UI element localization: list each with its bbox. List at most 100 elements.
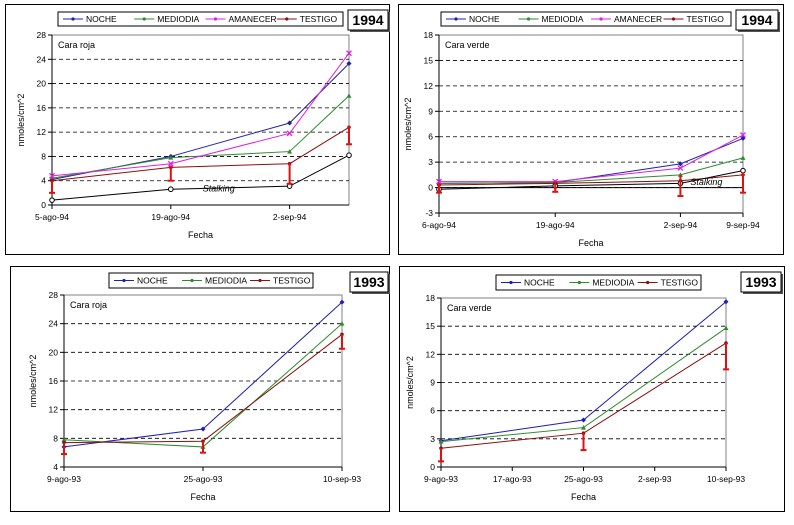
legend-label: TESTIGO <box>687 14 725 24</box>
x-tick-label: 25-ago-93 <box>564 474 603 484</box>
data-point <box>581 417 586 423</box>
legend-label: TESTIGO <box>661 278 699 288</box>
data-point <box>286 130 293 137</box>
data-point <box>339 321 345 326</box>
data-point <box>581 425 586 430</box>
series-line <box>438 174 744 186</box>
plot-area <box>51 34 350 206</box>
legend-label: TESTIGO <box>300 14 338 24</box>
y-axis-label: nmoles/cm^2 <box>16 94 26 147</box>
legend-marker <box>213 17 218 21</box>
stalking-annotation: Stalking <box>690 177 722 187</box>
year-badge-label: 1993 <box>353 274 384 290</box>
chart-panel-3: 4 8 12 16 20 24 28 9-ago-93 25-ago-93 10-sep-93 Fe… <box>10 266 390 512</box>
chart-svg-4: 0 3 6 9 12 15 18 9-ago-93 17-ago-93 25-ago-93 2-se… <box>405 271 783 502</box>
data-point <box>200 426 206 432</box>
data-point <box>740 155 746 160</box>
data-point <box>346 152 352 159</box>
legend-marker <box>509 280 513 285</box>
legend-label: MEDIODIA <box>592 278 634 288</box>
x-tick-label: 9-ago-93 <box>47 474 81 484</box>
legend-box <box>108 272 314 289</box>
legend-label: MEDIODIA <box>157 14 199 24</box>
legend-marker <box>671 17 676 21</box>
data-point <box>346 93 352 98</box>
legend-box <box>495 274 702 291</box>
y-tick-label: 9 <box>430 378 435 388</box>
x-tick-label: 9-ago-93 <box>424 474 458 484</box>
y-axis-label: nmoles/cm^2 <box>403 98 413 151</box>
y-tick-label: 24 <box>37 54 47 64</box>
legend-label: NOCHE <box>137 276 168 286</box>
x-axis-label: Fecha <box>578 238 603 248</box>
y-tick-label: 20 <box>49 347 59 357</box>
x-tick-label: 10-sep-93 <box>707 474 746 484</box>
legend-label: NOCHE <box>524 278 555 288</box>
data-point <box>168 155 174 160</box>
x-tick-label: 19-ago-94 <box>151 212 190 222</box>
x-tick-label: 6-ago-94 <box>422 220 456 230</box>
x-tick-label: 2-sep-93 <box>638 474 672 484</box>
y-tick-label: 15 <box>426 321 436 331</box>
plot-face-label: Cara verde <box>445 40 490 50</box>
legend-label: NOCHE <box>469 14 500 24</box>
data-point <box>677 165 684 172</box>
data-point <box>436 178 442 185</box>
legend-label: NOCHE <box>86 14 117 24</box>
data-point <box>723 325 729 331</box>
chart-svg-1: 0 4 8 12 16 20 24 28 5-ago-94 19-ago-94 2-sep-94 Fe… <box>16 9 390 240</box>
data-point <box>167 160 174 167</box>
x-axis-label: Fecha <box>571 492 596 502</box>
data-point <box>438 439 444 444</box>
legend-marker <box>122 278 126 283</box>
y-tick-label: 0 <box>41 200 46 210</box>
data-point <box>287 120 293 126</box>
data-point <box>723 299 729 305</box>
legend-marker <box>599 17 603 21</box>
legend-box <box>57 11 344 27</box>
y-tick-label: 16 <box>49 376 59 386</box>
series-line <box>439 134 744 183</box>
chart-panel-1: 0 4 8 12 16 20 24 28 5-ago-94 19-ago-94 2-sep-94 Fe… <box>5 4 390 255</box>
legend-marker <box>258 278 262 283</box>
y-tick-label: 0 <box>428 183 433 193</box>
year-badge-label: 1993 <box>745 274 776 290</box>
legend-label: TESTIGO <box>273 276 311 286</box>
legend-marker <box>454 17 458 21</box>
legend-marker <box>71 17 75 21</box>
chart-svg-3: 4 8 12 16 20 24 28 9-ago-93 25-ago-93 10-sep-93 Fe… <box>28 271 390 502</box>
legend-marker <box>190 278 194 283</box>
x-tick-label: 5-ago-94 <box>35 212 69 222</box>
series-line <box>51 52 350 177</box>
y-tick-label: 16 <box>37 103 47 113</box>
legend-marker <box>526 17 531 21</box>
series-line <box>438 170 744 190</box>
y-tick-label: 12 <box>37 127 47 137</box>
y-tick-label: 4 <box>53 462 58 472</box>
series-line <box>51 95 350 179</box>
y-tick-label: 8 <box>53 433 58 443</box>
x-tick-label: 2-sep-94 <box>664 220 698 230</box>
legend-label: AMANECER <box>614 14 662 24</box>
stalking-annotation: Stalking <box>203 184 235 194</box>
year-badge <box>735 9 779 31</box>
x-tick-label: 25-ago-93 <box>184 474 223 484</box>
legend-label: MEDIODIA <box>542 14 584 24</box>
chart-svg-2: -3 0 3 6 9 12 15 18 6-ago-94 19-ago-94 2-sep-94 9-s… <box>403 9 780 248</box>
x-axis-label: Fecha <box>190 492 215 502</box>
y-tick-label: 18 <box>426 293 436 303</box>
data-point <box>49 175 55 181</box>
data-point <box>677 172 683 177</box>
chart-panel-2: -3 0 3 6 9 12 15 18 6-ago-94 19-ago-94 2-sep-94 9-s… <box>398 4 784 255</box>
y-tick-label: 15 <box>424 55 434 65</box>
legend-marker <box>142 17 146 21</box>
y-tick-label: 9 <box>428 106 433 116</box>
y-tick-label: 24 <box>49 319 59 329</box>
y-tick-label: 8 <box>41 151 46 161</box>
y-tick-label: 6 <box>430 406 435 416</box>
legend-label: MEDIODIA <box>205 276 247 286</box>
legend-marker <box>285 17 289 21</box>
year-badge-label: 1994 <box>352 12 383 28</box>
x-axis-label: Fecha <box>188 230 213 240</box>
y-tick-label: 4 <box>41 176 46 186</box>
